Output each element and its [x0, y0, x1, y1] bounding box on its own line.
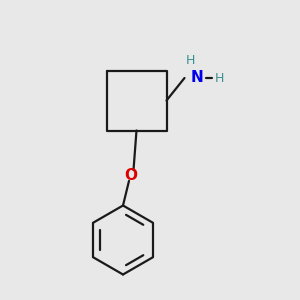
- Text: H: H: [214, 71, 224, 85]
- Text: H: H: [186, 53, 195, 67]
- Text: O: O: [124, 168, 137, 183]
- Text: N: N: [190, 70, 203, 86]
